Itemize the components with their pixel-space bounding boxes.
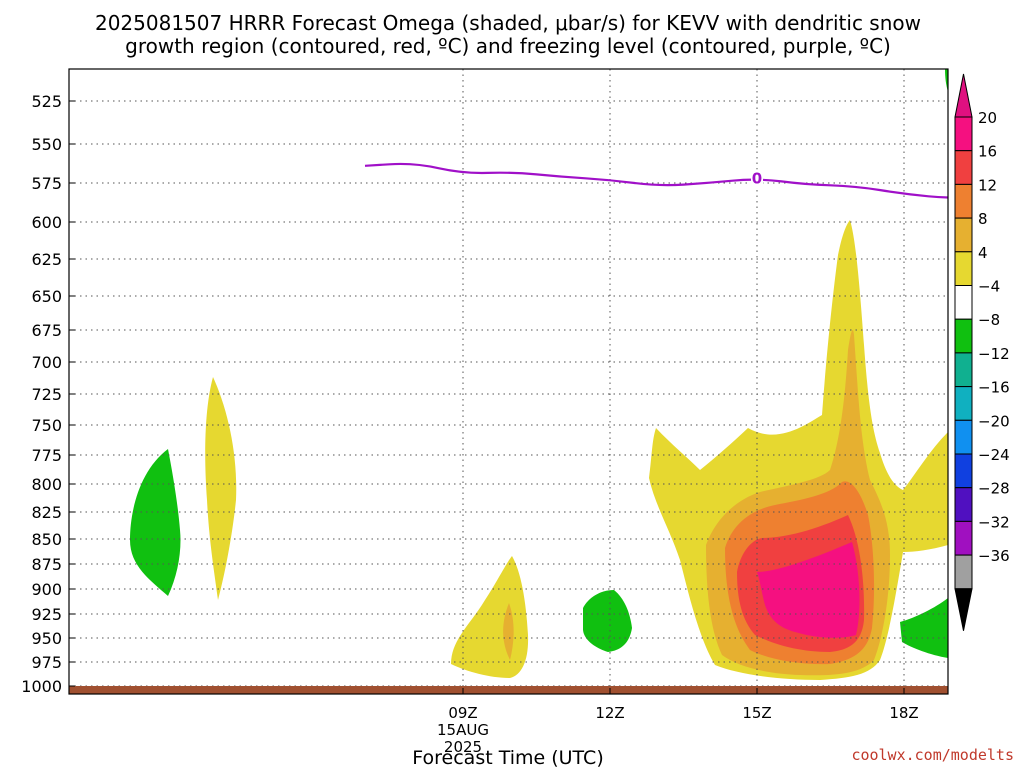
- x-axis-label: Forecast Time (UTC): [412, 747, 603, 768]
- colorbar-label-10: −24: [978, 446, 1010, 464]
- colorbar-segment-2: [954, 183, 973, 219]
- colorbar-label-0: 20: [978, 109, 997, 127]
- y-tick-label-975: 975: [31, 653, 62, 672]
- colorbar-top-arrow: [954, 73, 973, 118]
- colorbar-segment-4: [954, 251, 973, 287]
- x-tick-label-9: 09Z: [448, 704, 477, 722]
- y-tick-label-700: 700: [31, 353, 62, 372]
- y-tick-label-925: 925: [31, 605, 62, 624]
- y-tick-label-525: 525: [31, 92, 62, 111]
- x-tick-year-9: 2025: [444, 738, 482, 756]
- colorbar-segment-11: [954, 487, 973, 522]
- y-tick-label-575: 575: [31, 174, 62, 193]
- omega-neg4-region-left: [130, 449, 181, 596]
- colorbar-segment-9: [954, 419, 973, 455]
- y-tick-label-875: 875: [31, 555, 62, 574]
- freezing-level-label: 0: [752, 169, 762, 187]
- chart-title-line2: growth region (contoured, red, ºC) and f…: [125, 34, 891, 58]
- y-tick-label-825: 825: [31, 503, 62, 522]
- colorbar: 20 16 12 8 4 −4 −8 −12 −16 −20 −24 −28 −32 −36: [954, 73, 1010, 631]
- y-axis: 525 550 575 600 625 650 675 700 725 750 775 800 825 8…: [21, 92, 75, 696]
- colorbar-label-6: −8: [978, 311, 1000, 329]
- y-tick-label-775: 775: [31, 446, 62, 465]
- colorbar-segment-10: [954, 453, 973, 489]
- omega-4-region-15z: [451, 556, 529, 678]
- freezing-level-label-bg: [751, 169, 763, 187]
- y-tick-label-600: 600: [31, 213, 62, 232]
- colorbar-segment-7: [954, 352, 973, 388]
- x-tick-label-12: 12Z: [595, 704, 624, 722]
- colorbar-bottom-arrow: [954, 588, 973, 631]
- colorbar-segment-13: [954, 554, 973, 590]
- omega-neg4-region-18z: [583, 590, 632, 652]
- colorbar-label-8: −16: [978, 379, 1010, 397]
- colorbar-segment-5: [954, 285, 973, 320]
- colorbar-segment-0: [954, 116, 973, 152]
- x-tick-label-18: 18Z: [889, 704, 918, 722]
- terrain-band: [69, 686, 948, 694]
- plot-frame: [68, 68, 949, 695]
- watermark: coolwx.com/modelts: [851, 746, 1014, 764]
- x-tick-label-15: 15Z: [742, 704, 771, 722]
- omega-shading: [130, 69, 948, 680]
- y-tick-label-675: 675: [31, 321, 62, 340]
- y-tick-label-950: 950: [31, 629, 62, 648]
- colorbar-label-12: −32: [978, 513, 1010, 531]
- colorbar-label-2: 12: [978, 176, 997, 194]
- colorbar-label-1: 16: [978, 143, 997, 161]
- colorbar-label-4: 4: [978, 244, 988, 262]
- colorbar-label-3: 8: [978, 210, 988, 228]
- y-tick-label-750: 750: [31, 416, 62, 435]
- y-tick-label-850: 850: [31, 530, 62, 549]
- colorbar-label-13: −36: [978, 547, 1010, 565]
- x-tick-date-9: 15AUG: [437, 721, 489, 739]
- colorbar-label-5: −4: [978, 278, 1000, 296]
- colorbar-segment-3: [954, 217, 973, 253]
- colorbar-segment-8: [954, 386, 973, 421]
- colorbar-label-7: −12: [978, 345, 1010, 363]
- y-tick-label-900: 900: [31, 580, 62, 599]
- x-axis: 09Z15AUG202512Z15Z18Z21Z00Z16AUG: [437, 688, 919, 756]
- y-tick-label-625: 625: [31, 250, 62, 269]
- colorbar-label-9: −20: [978, 412, 1010, 430]
- y-tick-label-725: 725: [31, 385, 62, 404]
- omega-4-region-left: [205, 377, 237, 600]
- colorbar-segment-6: [954, 318, 973, 354]
- y-tick-label-1000: 1000: [21, 677, 62, 696]
- omega-neg4-region-right: [900, 598, 948, 658]
- y-tick-label-550: 550: [31, 135, 62, 154]
- chart-title-line1: 2025081507 HRRR Forecast Omega (shaded, …: [95, 11, 921, 35]
- omega-8-region-15z: [503, 603, 514, 660]
- y-tick-label-650: 650: [31, 287, 62, 306]
- freezing-level-line: [364, 162, 948, 199]
- y-tick-label-800: 800: [31, 475, 62, 494]
- colorbar-segment-12: [954, 520, 973, 556]
- colorbar-segment-1: [954, 150, 973, 185]
- omega-neg4-region-top: [945, 69, 948, 92]
- colorbar-label-11: −28: [978, 480, 1010, 498]
